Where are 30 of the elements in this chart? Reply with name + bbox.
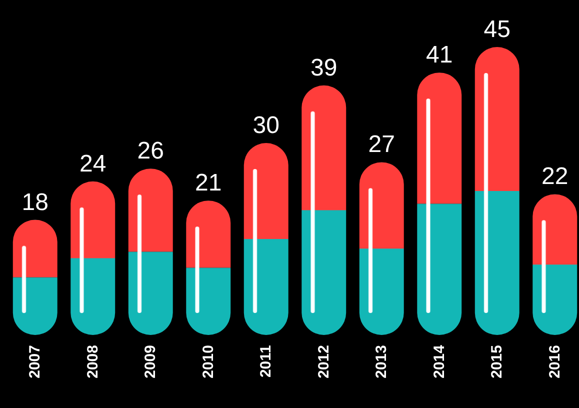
bar bbox=[12, 220, 58, 335]
data-label: 30 bbox=[252, 112, 280, 139]
data-label: 41 bbox=[426, 42, 453, 69]
bar bbox=[70, 181, 116, 335]
x-tick-label: 2010 bbox=[200, 345, 217, 378]
data-label: 27 bbox=[368, 131, 395, 158]
bar bbox=[417, 72, 462, 335]
data-label: 21 bbox=[195, 170, 222, 197]
data-label: 24 bbox=[80, 150, 106, 178]
x-tick-label: 2015 bbox=[488, 345, 506, 378]
data-label: 18 bbox=[22, 188, 48, 216]
data-label: 45 bbox=[484, 16, 510, 43]
x-tick-label: 2014 bbox=[430, 344, 448, 378]
data-label: 26 bbox=[137, 138, 164, 165]
x-tick-label: 2011 bbox=[258, 345, 275, 378]
x-tick-label: 2013 bbox=[373, 345, 390, 378]
bar bbox=[244, 143, 288, 335]
bar bbox=[186, 200, 231, 335]
bar bbox=[359, 162, 404, 335]
bar bbox=[128, 168, 173, 335]
x-tick-label: 2009 bbox=[142, 345, 160, 378]
x-tick-label: 2007 bbox=[26, 345, 44, 378]
bar bbox=[302, 85, 346, 335]
data-label: 22 bbox=[542, 163, 568, 190]
x-tick-label: 2012 bbox=[315, 345, 332, 378]
data-label: 39 bbox=[310, 54, 338, 82]
x-tick-label: 2016 bbox=[546, 345, 564, 378]
x-tick-label: 2008 bbox=[84, 345, 102, 378]
bar bbox=[474, 47, 520, 335]
bar bbox=[532, 194, 578, 335]
